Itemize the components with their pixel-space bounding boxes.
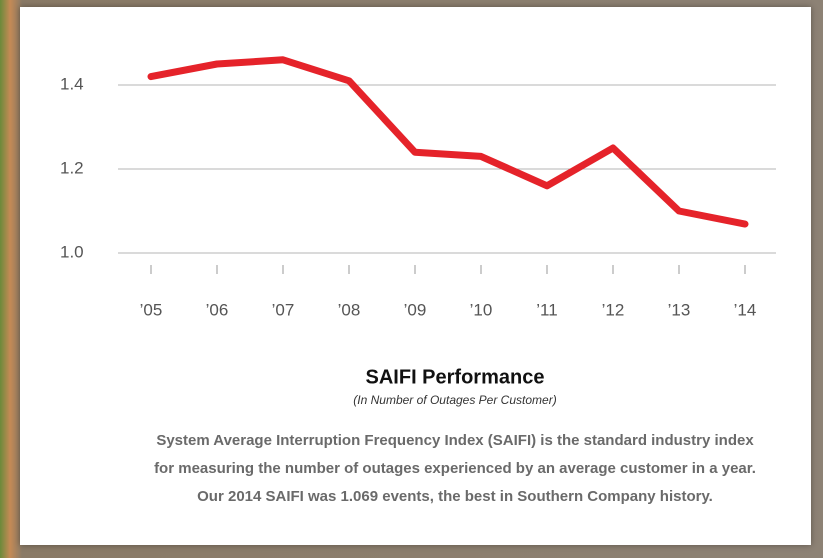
- x-tick-label: ’14: [734, 300, 757, 319]
- y-tick-label: 1.2: [60, 158, 84, 177]
- x-tick-label: ’11: [536, 300, 557, 319]
- x-tick-label: ’13: [668, 300, 691, 319]
- x-tick-label: ’10: [470, 300, 493, 319]
- description-line: for measuring the number of outages expe…: [154, 460, 756, 477]
- y-tick-label: 1.4: [60, 74, 84, 93]
- description-line: Our 2014 SAIFI was 1.069 events, the bes…: [197, 488, 713, 505]
- x-tick-label: ’08: [338, 300, 361, 319]
- x-tick-label: ’12: [602, 300, 625, 319]
- chart-subtitle: (In Number of Outages Per Customer): [353, 393, 556, 407]
- chart-title: SAIFI Performance: [366, 366, 545, 388]
- x-tick-label: ’07: [272, 300, 295, 319]
- x-tick-label: ’09: [404, 300, 427, 319]
- x-tick-label: ’05: [140, 300, 163, 319]
- y-tick-label: 1.0: [60, 242, 84, 261]
- x-tick-label: ’06: [206, 300, 229, 319]
- description-line: System Average Interruption Frequency In…: [156, 432, 754, 449]
- data-line: [147, 56, 749, 228]
- card: [20, 7, 811, 545]
